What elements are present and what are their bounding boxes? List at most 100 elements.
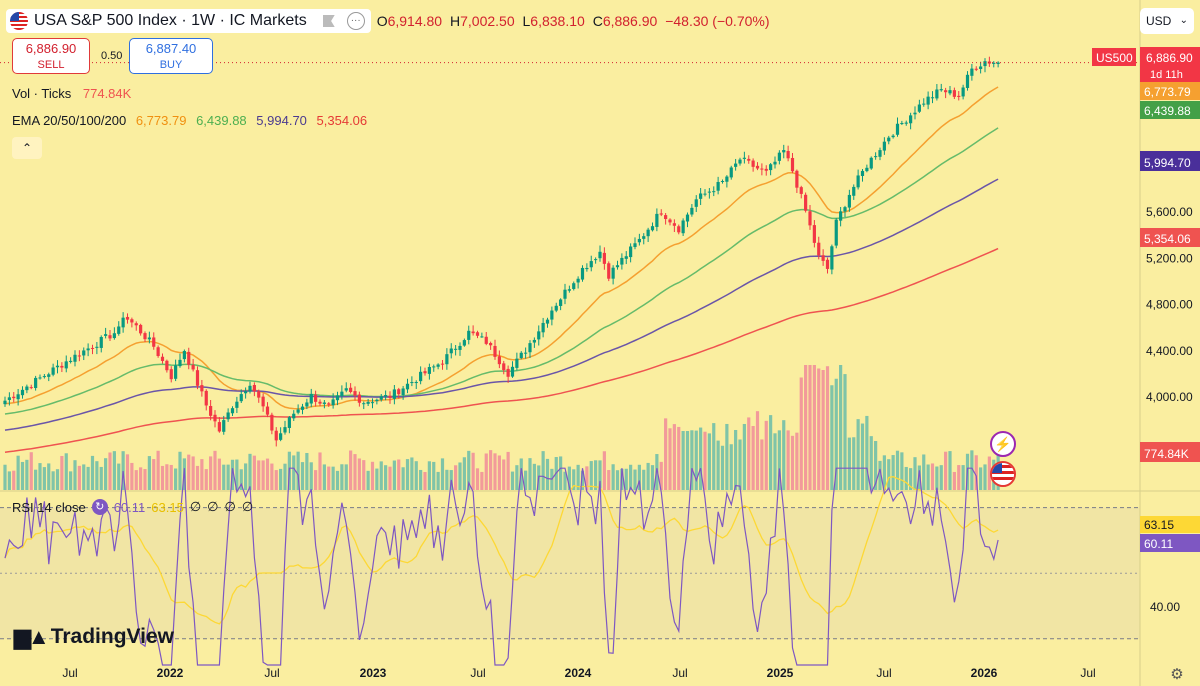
candle [616,261,619,270]
candle [69,357,72,363]
candle-body [642,236,645,239]
candle [135,321,138,330]
volume-bar [161,466,164,490]
volume-bar [437,472,440,490]
volume-bar [931,463,934,490]
volume-bar [629,465,632,490]
volume-bar [34,470,37,490]
sell-button[interactable]: 6,886.90 SELL [12,38,90,74]
candle [310,389,313,407]
candle [743,152,746,164]
candle-body [257,391,260,397]
candle [603,247,606,269]
volume-bar [935,467,938,490]
volume-bar [349,450,352,490]
volume-legend[interactable]: Vol · Ticks 774.84K [12,86,131,101]
candle-body [458,346,461,350]
candle-body [616,265,619,267]
candle [673,219,676,232]
candle [843,206,846,217]
candle-body [651,226,654,230]
sell-price: 6,886.90 [13,41,89,57]
volume-bar [703,432,706,490]
volume-bar [283,464,286,490]
candle-body [489,343,492,345]
ema200-price-tag: 5,354.06 [1140,228,1200,247]
refresh-icon[interactable]: ↻ [92,499,108,515]
candle-body [30,387,33,388]
ema50-price-tag-text: 6,439.88 [1144,104,1191,118]
symbol-price-tag-text: US500 [1096,51,1133,65]
candle-body [47,374,50,377]
volume-bar [165,464,168,490]
candle-body [555,306,558,311]
volume-bar [353,454,356,490]
open-value: 6,914.80 [388,13,443,29]
candle [765,165,768,175]
candle-body [170,369,173,379]
volume-bar [178,452,181,490]
candle-body [117,326,120,333]
tradingview-logo[interactable]: ▆▲ TradingView [14,624,174,650]
rsi-legend[interactable]: RSI 14 close ↻ 60.11 63.15 ∅ ∅ ∅ ∅ [12,499,253,515]
candle [91,345,94,354]
candle [966,71,969,91]
candle [703,189,706,196]
candle-body [17,394,20,399]
volume-bar [515,465,518,490]
collapse-legend-button[interactable]: ⌃ [12,137,42,159]
lightning-alert-icon[interactable]: ⚡ [990,431,1016,457]
candle [415,380,418,389]
volume-bar [227,465,230,490]
candle-body [520,353,523,358]
candle [791,153,794,173]
candle-body [730,167,733,177]
candle [962,85,965,100]
volume-bar [804,365,807,490]
volume-bar [625,469,628,490]
volume-bar [900,452,903,490]
candle [353,386,356,400]
candle-body [813,225,816,243]
candle [870,156,873,169]
flag-marker-icon[interactable] [323,15,335,27]
candle-body [673,223,676,226]
candle [581,265,584,282]
candle-body [861,171,864,176]
ema-legend[interactable]: EMA 20/50/100/200 6,773.79 6,439.88 5,99… [12,113,367,128]
candle-body [152,337,155,346]
candle [82,347,85,360]
volume-bar [756,411,759,490]
candle [187,348,190,370]
candle [108,330,111,341]
volume-bar [95,461,98,490]
candle [43,374,46,379]
candle [489,342,492,350]
candle-body [887,138,890,142]
candle-body [428,367,431,374]
volume-bar [673,424,676,490]
candle-body [708,192,711,193]
symbol-pill[interactable]: USA S&P 500 Index · 1W · IC Markets ··· [6,9,371,33]
candle [498,350,501,368]
candle [752,158,755,171]
rsi-legend-value: 60.11 [114,500,146,515]
candle-body [883,142,886,151]
economic-events-flag-icon[interactable] [990,461,1016,487]
candle [266,402,269,417]
volume-bar [91,456,94,490]
candle-body [362,403,365,404]
rsi-ma-price-tag-text: 63.15 [1144,518,1174,532]
buy-button[interactable]: 6,887.40 BUY [129,38,213,74]
candle [913,106,916,119]
candle [262,393,265,411]
candle [524,348,527,359]
candle-body [874,156,877,157]
candle [323,400,326,408]
volume-bar [113,451,116,490]
volume-bar [406,459,409,490]
currency-selector[interactable]: USD ⌄ [1140,8,1194,34]
more-options-icon[interactable]: ··· [347,12,365,30]
volume-bar [830,385,833,490]
